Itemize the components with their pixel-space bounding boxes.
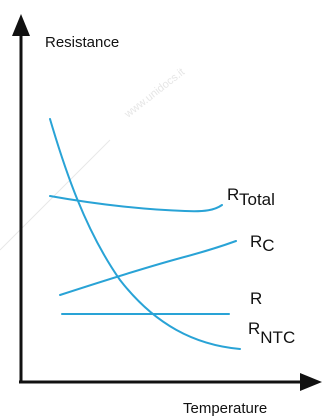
x-axis-label: Temperature (183, 400, 267, 417)
y-axis-arrow (12, 14, 30, 36)
series-line-c (60, 241, 236, 295)
watermark-text: www.unidocs.it (122, 66, 188, 121)
x-axis-arrow (300, 373, 322, 391)
series-labels: RTotal RC R RNTC (227, 185, 295, 347)
series-label-total: RTotal (227, 185, 275, 209)
series-curves (50, 119, 240, 349)
series-label-ntc: RNTC (248, 319, 295, 347)
y-axis-label: Resistance (45, 34, 119, 51)
series-label-r: R (250, 289, 262, 308)
series-label-c: RC (250, 232, 275, 255)
